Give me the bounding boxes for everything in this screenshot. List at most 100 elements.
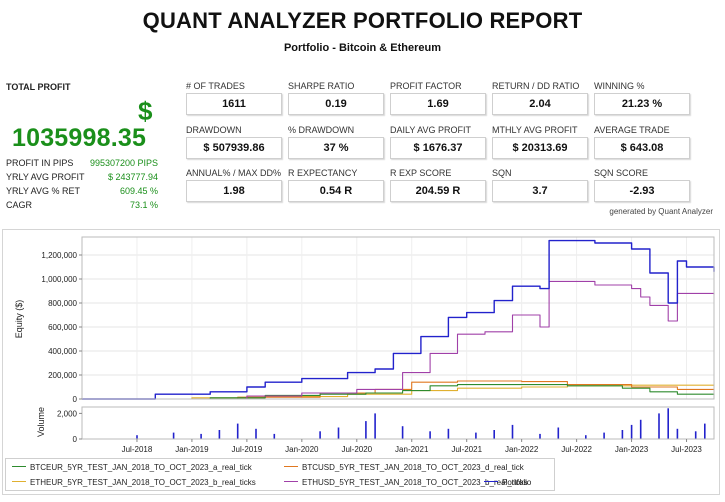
volume-bar <box>255 428 257 439</box>
stat-value: 609.45 % <box>119 186 158 196</box>
legend-swatch <box>12 481 26 483</box>
metric-label: RETURN / DD RATIO <box>492 81 580 91</box>
legend-item: ETHEUR_5YR_TEST_JAN_2018_TO_OCT_2023_b_r… <box>12 478 256 487</box>
volume-y-tick-label: 2,000 <box>57 409 78 418</box>
metric-label: ANNUAL% / MAX DD% <box>186 168 282 178</box>
metric-label: DRAWDOWN <box>186 125 242 135</box>
volume-bar <box>374 413 376 439</box>
metric-label: WINNING % <box>594 81 645 91</box>
volume-bar <box>667 408 669 439</box>
stat-label: YRLY AVG % RET <box>6 186 81 196</box>
metric-label: DAILY AVG PROFIT <box>390 125 472 135</box>
chart-frame <box>2 229 720 495</box>
metric-value: 3.7 <box>492 180 588 202</box>
volume-bar <box>630 424 633 439</box>
generated-by-note: generated by Quant Analyzer <box>609 207 713 216</box>
stat-profit-in-pips: PROFIT IN PIPS 995307200 PIPS <box>6 158 158 168</box>
equity-chart: 0 200,000 400,000 600,000 800,000 1,000,000 1,… <box>14 236 715 454</box>
volume-bar <box>539 433 541 439</box>
series-line-4 <box>82 280 715 400</box>
y-tick-label: 200,000 <box>48 371 77 380</box>
x-tick-label: Jul-2020 <box>341 445 372 454</box>
metric-value: 0.54 R <box>288 180 384 202</box>
volume-bar <box>218 430 221 439</box>
volume-bar <box>621 430 624 439</box>
dollar-icon: $ <box>138 96 153 126</box>
metric-value: $ 507939.86 <box>186 137 282 159</box>
x-tick-label: Jan-2023 <box>615 445 649 454</box>
volume-bar <box>585 435 587 439</box>
metric-value: 1.98 <box>186 180 282 202</box>
legend-item: BTCEUR_5YR_TEST_JAN_2018_TO_OCT_2023_a_r… <box>12 463 252 472</box>
legend-swatch <box>284 466 298 468</box>
y-tick-label: 1,000,000 <box>41 275 77 284</box>
metric-value: 0.19 <box>288 93 384 115</box>
volume-axis-label: Volume <box>36 407 46 437</box>
y-tick-label: 1,200,000 <box>41 251 77 260</box>
metric-value: $ 643.08 <box>594 137 690 159</box>
volume-y-tick-label: 0 <box>73 435 78 444</box>
legend-swatch <box>12 466 26 468</box>
volume-bar <box>557 427 560 439</box>
total-profit-label: TOTAL PROFIT <box>6 82 71 92</box>
chart-series <box>82 239 715 400</box>
metric-value: 37 % <box>288 137 384 159</box>
y-tick-label: 0 <box>73 395 78 404</box>
chart-grid <box>82 237 714 400</box>
volume-bar <box>319 431 321 439</box>
series-line-3 <box>82 384 715 400</box>
x-tick-label: Jan-2019 <box>175 445 209 454</box>
metric-value: 2.04 <box>492 93 588 115</box>
metric-label: SHARPE RATIO <box>288 81 355 91</box>
metric-label: AVERAGE TRADE <box>594 125 670 135</box>
legend-label: BTCEUR_5YR_TEST_JAN_2018_TO_OCT_2023_a_r… <box>30 463 252 472</box>
legend-label: ETHEUR_5YR_TEST_JAN_2018_TO_OCT_2023_b_r… <box>30 478 256 487</box>
main-plot-border <box>81 236 715 400</box>
volume-bar <box>273 433 276 439</box>
legend-label: BTCUSD_5YR_TEST_JAN_2018_TO_OCT_2023_d_r… <box>302 463 524 472</box>
metric-value: 21.23 % <box>594 93 690 115</box>
series-line-5 <box>82 239 715 400</box>
x-tick-label: Jul-2023 <box>671 445 702 454</box>
stat-yrly-avg-profit: YRLY AVG PROFIT $ 243777.94 <box>6 172 158 182</box>
stat-cagr: CAGR 73.1 % <box>6 200 158 210</box>
stat-value: 995307200 PIPS <box>89 158 158 168</box>
metric-label: PROFIT FACTOR <box>390 81 462 91</box>
volume-bars <box>136 408 706 439</box>
report-subtitle: Portfolio - Bitcoin & Ethereum <box>283 42 442 54</box>
stat-label: YRLY AVG PROFIT <box>6 172 85 182</box>
legend-swatch <box>484 481 498 483</box>
volume-bar <box>475 432 477 439</box>
volume-bar <box>676 428 679 439</box>
volume-bar <box>401 426 404 439</box>
metric-label: SQN <box>492 168 512 178</box>
y-axis-label: Equity ($) <box>14 300 24 339</box>
volume-bar <box>365 421 367 439</box>
volume-bar <box>236 423 239 439</box>
legend-item: BTCUSD_5YR_TEST_JAN_2018_TO_OCT_2023_d_r… <box>284 463 524 472</box>
metric-value: $ 20313.69 <box>492 137 588 159</box>
stat-value: 73.1 % <box>129 200 158 210</box>
volume-bar <box>493 430 495 439</box>
volume-bar <box>200 433 202 439</box>
volume-bar <box>704 423 706 439</box>
stat-label: PROFIT IN PIPS <box>6 158 74 168</box>
volume-bar <box>658 413 660 439</box>
report-title: QUANT ANALYZER PORTFOLIO REPORT <box>142 8 583 33</box>
x-tick-label: Jul-2018 <box>122 445 153 454</box>
total-profit-value: 1035998.35 <box>12 124 147 152</box>
volume-bar <box>136 435 138 439</box>
metric-label: R EXPECTANCY <box>288 168 358 178</box>
chart-axes: 0 200,000 400,000 600,000 800,000 1,000,000 1,… <box>41 236 715 454</box>
stat-yrly-avg-ret: YRLY AVG % RET 609.45 % <box>6 186 158 196</box>
stat-label: CAGR <box>6 200 33 210</box>
metric-label: MTHLY AVG PROFIT <box>492 125 578 135</box>
x-tick-label: Jan-2020 <box>285 445 319 454</box>
metric-value: 204.59 R <box>390 180 486 202</box>
x-tick-label: Jan-2022 <box>505 445 539 454</box>
x-tick-label: Jul-2022 <box>561 445 592 454</box>
series-line-2 <box>82 380 715 400</box>
legend-label: Portfolio <box>502 478 532 487</box>
x-tick-label: Jul-2021 <box>451 445 482 454</box>
metric-value: 1611 <box>186 93 282 115</box>
